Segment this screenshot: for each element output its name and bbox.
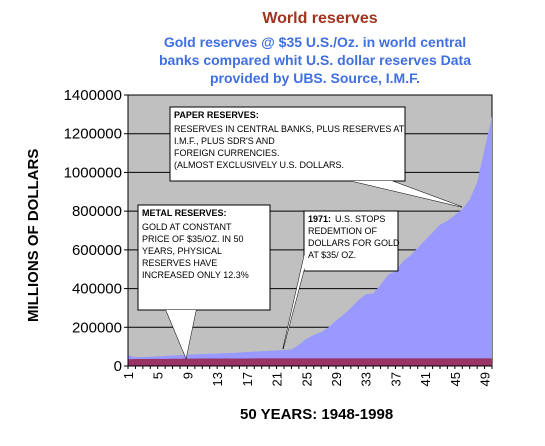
x-tick-label: 37: [388, 372, 403, 386]
x-tick-label: 49: [478, 372, 493, 386]
callout-2: 1971: U.S. STOPS REDEMTION OF DOLLARS FOR G…: [282, 210, 400, 350]
x-tick-label: 41: [418, 372, 433, 386]
y-tick-label: 600000: [72, 242, 122, 259]
subtitle-line: Gold reserves @ $35 U.S./Oz. in world ce…: [163, 34, 467, 50]
y-tick-label: 1200000: [64, 126, 122, 143]
y-tick-label: 1400000: [64, 87, 122, 104]
callout-line: AT $35/ OZ.: [308, 250, 356, 260]
subtitle-line: banks compared whit U.S. dollar reserves…: [158, 52, 471, 68]
x-tick-label: 21: [270, 372, 285, 386]
x-tick-label: 33: [359, 372, 374, 386]
callout-line: DOLLARS FOR GOLD: [308, 238, 400, 248]
y-tick-label: 0: [114, 358, 122, 375]
callout-line: REDEMTION OF: [308, 226, 378, 236]
chart-title: World reserves: [262, 10, 378, 27]
y-tick-label: 200000: [72, 319, 122, 336]
callout-0: PAPER RESERVES: RESERVES IN CENTRAL BANKS…: [169, 106, 463, 208]
y-axis-label: MILLIONS OF DOLLARS: [25, 148, 42, 322]
y-tick-label: 1000000: [64, 164, 122, 181]
callout-1: METAL RESERVES: GOLD AT CONSTANT PRICE OF …: [137, 204, 271, 360]
callout-line: YEARS, PHYSICAL: [142, 246, 222, 256]
x-tick-label: 1: [121, 372, 136, 379]
x-tick-label: 17: [240, 372, 255, 386]
subtitle-line: provided by UBS. Source, I.M.F.: [209, 70, 421, 86]
y-tick-label: 400000: [72, 281, 122, 298]
series-area-0: [128, 116, 492, 366]
callout-pointer-fill: [166, 310, 196, 358]
x-tick-label: 25: [299, 372, 314, 386]
y-tick-label: 800000: [72, 203, 122, 220]
x-tick-label: 29: [329, 372, 344, 386]
x-tick-label: 13: [210, 372, 225, 386]
callout-line: (ALMOST EXCLUSIVELY U.S. DOLLARS.: [174, 160, 344, 170]
callout-box: [169, 106, 406, 182]
callout-heading: METAL RESERVES:: [142, 208, 227, 218]
callout-heading: 1971:: [308, 214, 331, 224]
callout-pointer-fill: [283, 248, 306, 349]
callout-heading: PAPER RESERVES:: [174, 110, 259, 120]
x-axis-label: 50 YEARS: 1948-1998: [240, 406, 394, 423]
callout-line: FOREIGN CURRENCIES.: [174, 148, 280, 158]
callout-box: [137, 204, 271, 311]
series-area-1: [128, 358, 492, 366]
x-tick-label: 5: [151, 372, 166, 379]
chart-subtitle: Gold reserves @ $35 U.S./Oz. in world ce…: [150, 33, 480, 87]
callout-line: RESERVES IN CENTRAL BANKS, PLUS RESERVES…: [174, 124, 405, 134]
callout-line: INCREASED ONLY 12.3%: [142, 270, 249, 280]
callout-line: I.M.F., PLUS SDR'S AND: [174, 136, 275, 146]
x-tick-label: 9: [180, 372, 195, 379]
x-tick-label: 45: [448, 372, 463, 386]
callout-box: [303, 210, 399, 272]
callout-line: GOLD AT CONSTANT: [142, 222, 232, 232]
callout-line: U.S. STOPS: [335, 214, 385, 224]
callout-line: RESERVES HAVE: [142, 258, 217, 268]
callout-line: PRICE OF $35/OZ. IN 50: [142, 234, 244, 244]
callout-pointer-fill: [352, 181, 462, 207]
